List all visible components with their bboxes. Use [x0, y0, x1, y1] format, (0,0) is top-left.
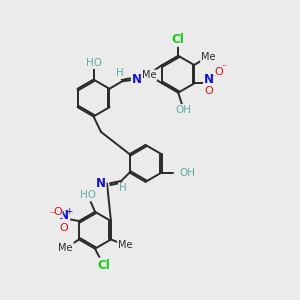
Text: H: H [116, 68, 124, 78]
Text: OH: OH [179, 168, 195, 178]
Text: HO: HO [80, 190, 97, 200]
Text: O: O [205, 86, 213, 96]
Text: OH: OH [176, 105, 192, 115]
Text: Me: Me [201, 52, 215, 62]
Text: ⁻: ⁻ [221, 64, 226, 74]
Text: +: + [210, 71, 218, 80]
Text: +: + [65, 207, 73, 216]
Text: O: O [60, 223, 69, 233]
Text: N: N [204, 74, 214, 86]
Text: O: O [53, 207, 62, 217]
Text: Cl: Cl [97, 259, 110, 272]
Text: Me: Me [118, 240, 133, 250]
Text: Me: Me [58, 243, 73, 253]
Text: Cl: Cl [172, 33, 184, 46]
Text: O: O [214, 67, 223, 77]
Text: N: N [95, 177, 106, 190]
Text: HO: HO [85, 58, 101, 68]
Text: H: H [119, 183, 127, 193]
Text: N: N [132, 73, 142, 86]
Text: Me: Me [142, 70, 156, 80]
Text: N: N [59, 209, 69, 223]
Text: ⁻: ⁻ [50, 210, 55, 220]
